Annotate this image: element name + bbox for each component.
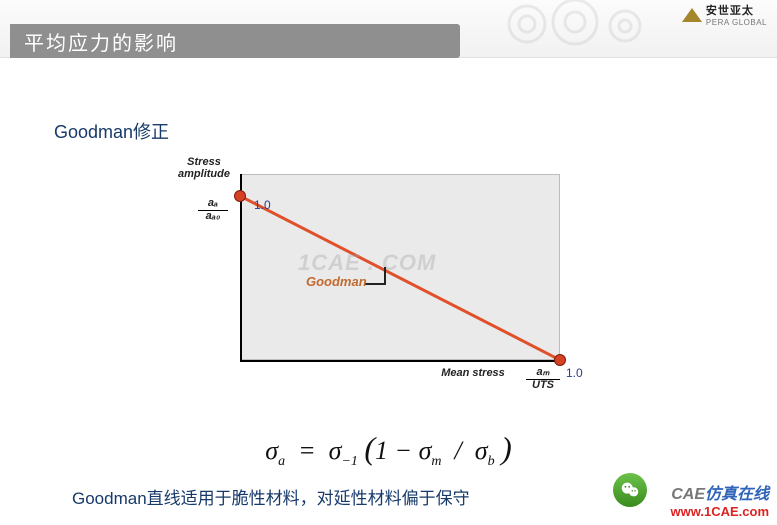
slide-title: 平均应力的影响	[10, 24, 460, 58]
logo-triangle-icon	[682, 8, 702, 22]
x-ratio-bot: UTS	[526, 379, 560, 391]
eq-sub-m1: −1	[341, 454, 357, 469]
goodman-chart: 1.0 1.0 Stress amplitude aₐ aₐ₀ Mean str…	[168, 160, 570, 386]
eq-sub-b: b	[488, 454, 495, 469]
x-ratio-top: aₘ	[526, 367, 560, 378]
eq-sigma4: σ	[475, 436, 488, 465]
chart-x-axis	[240, 360, 560, 362]
x-axis-label: Mean stress	[418, 367, 528, 379]
brand-prefix: CAE	[671, 486, 705, 503]
footer-branding: CAE仿真在线 www.1CAE.com	[671, 480, 769, 519]
chart-endpoint-bottom	[554, 354, 566, 366]
logo-text: 安世亚太	[706, 2, 767, 18]
eq-sigma2: σ	[329, 436, 342, 465]
line-label: Goodman	[306, 274, 367, 289]
y-ratio-top: aₐ	[198, 198, 228, 209]
brand-cn: 仿真在线	[705, 486, 769, 503]
goodman-equation: σa = σ−1 (1 − σm / σb )	[0, 430, 777, 470]
y-axis-label: Stress amplitude	[166, 156, 242, 180]
company-logo: 安世亚太 PERA GLOBAL	[682, 2, 767, 27]
eq-sigma3: σ	[419, 436, 432, 465]
y-ratio-bot: aₐ₀	[198, 210, 228, 222]
eq-sub-a: a	[278, 454, 285, 469]
eq-sigma1: σ	[265, 436, 278, 465]
logo-subtext: PERA GLOBAL	[706, 18, 767, 27]
eq-sub-m: m	[431, 454, 441, 469]
wechat-icon	[613, 473, 647, 507]
watermark-text: 1CAE . COM	[298, 250, 436, 276]
leader-horizontal	[364, 283, 386, 285]
y-tick-label: 1.0	[254, 198, 271, 212]
leader-vertical	[384, 267, 386, 283]
gear-decoration	[497, 0, 667, 54]
x-tick-label: 1.0	[566, 366, 583, 380]
section-subtitle: Goodman修正	[54, 118, 169, 144]
footer-url: www.1CAE.com	[671, 504, 769, 519]
chart-endpoint-top	[234, 190, 246, 202]
footnote-text: Goodman直线适用于脆性材料，对延性材料偏于保守	[72, 484, 470, 509]
